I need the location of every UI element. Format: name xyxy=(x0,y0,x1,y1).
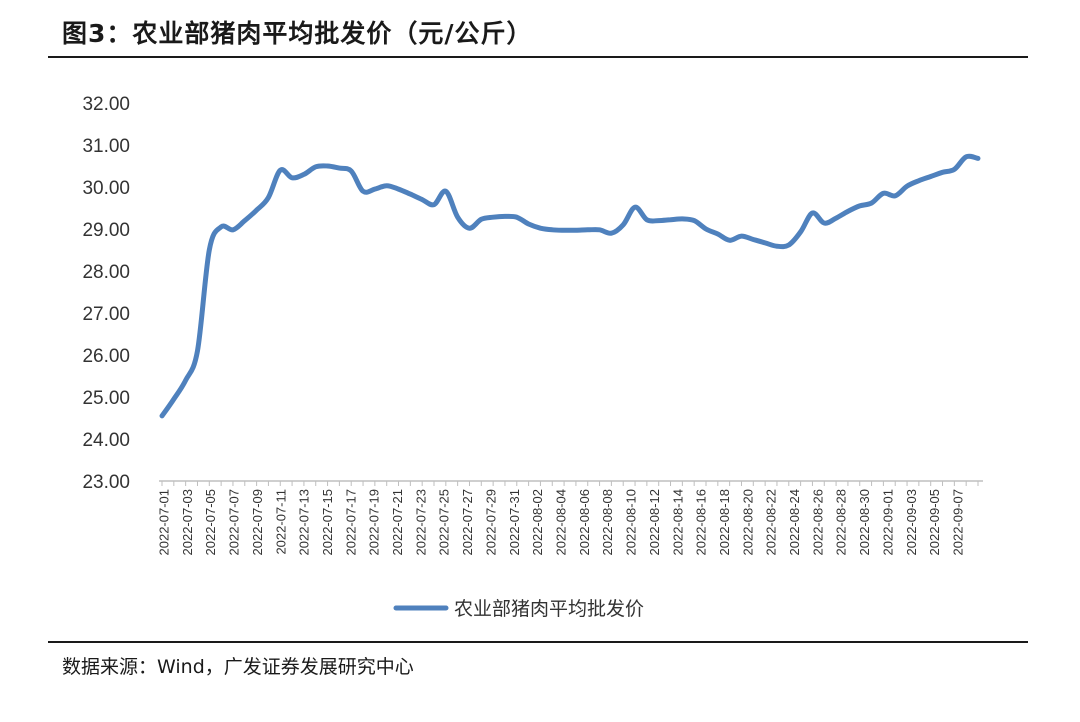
x-tick-label: 2022-08-28 xyxy=(834,489,849,556)
x-tick-label: 2022-07-09 xyxy=(250,489,265,556)
x-axis: 2022-07-01 2022-07-03 2022-07-05 2022-07-07… xyxy=(157,480,983,556)
x-tick-label: 2022-07-01 xyxy=(157,489,172,556)
source-note: 数据来源：Wind，广发证券发展研究中心 xyxy=(62,656,414,678)
y-axis: 23.00 24.00 25.00 26.00 27.00 28.00 29.00 30.00… xyxy=(82,94,130,493)
y-tick-label: 24.00 xyxy=(82,430,130,451)
x-tick-label: 2022-08-06 xyxy=(577,489,592,556)
figure-title: 图3：农业部猪肉平均批发价（元/公斤） xyxy=(62,19,533,48)
x-tick-label: 2022-07-05 xyxy=(203,489,218,556)
y-tick-label: 26.00 xyxy=(82,346,130,367)
x-tick-label: 2022-08-26 xyxy=(810,489,825,556)
x-tick-label: 2022-07-03 xyxy=(180,489,195,556)
legend-label: 农业部猪肉平均批发价 xyxy=(454,598,644,620)
x-tick-label: 2022-07-07 xyxy=(227,489,242,556)
y-tick-label: 29.00 xyxy=(82,220,130,241)
x-tick-label: 2022-08-04 xyxy=(554,489,569,556)
x-tick-label: 2022-08-12 xyxy=(647,489,662,556)
x-tick-label: 2022-07-31 xyxy=(507,489,522,556)
x-tick-label: 2022-08-22 xyxy=(764,489,779,556)
x-tick-label: 2022-08-18 xyxy=(717,489,732,556)
y-tick-label: 31.00 xyxy=(82,136,130,157)
x-tick-label: 2022-07-13 xyxy=(297,489,312,556)
x-tick-label: 2022-07-15 xyxy=(320,489,335,556)
top-rule xyxy=(48,56,1028,58)
x-tick-label: 2022-08-14 xyxy=(670,489,685,556)
bottom-rule xyxy=(48,641,1028,643)
x-tick-label: 2022-07-21 xyxy=(390,489,405,556)
x-tick-label: 2022-08-10 xyxy=(624,489,639,556)
x-tick-label: 2022-07-25 xyxy=(437,489,452,556)
y-tick-label: 30.00 xyxy=(82,178,130,199)
x-tick-label: 2022-09-01 xyxy=(880,489,895,556)
x-tick-label: 2022-08-20 xyxy=(740,489,755,556)
y-tick-label: 27.00 xyxy=(82,304,130,325)
x-tick-label: 2022-08-08 xyxy=(600,489,615,556)
x-tick-label: 2022-09-07 xyxy=(951,489,966,556)
y-tick-label: 25.00 xyxy=(82,388,130,409)
x-tick-label: 2022-09-03 xyxy=(904,489,919,556)
y-tick-label: 28.00 xyxy=(82,262,130,283)
series-line xyxy=(159,153,981,419)
series-layer xyxy=(159,153,981,419)
x-tick-label: 2022-07-29 xyxy=(483,489,498,556)
x-tick-label: 2022-08-16 xyxy=(694,489,709,556)
x-tick-label: 2022-07-27 xyxy=(460,489,475,556)
legend: 农业部猪肉平均批发价 xyxy=(393,598,644,620)
y-tick-label: 23.00 xyxy=(82,472,130,493)
x-tick-label: 2022-07-11 xyxy=(273,489,288,555)
x-tick-label: 2022-09-05 xyxy=(927,489,942,556)
x-tick-label: 2022-07-17 xyxy=(343,489,358,556)
line-chart: 23.00 24.00 25.00 26.00 27.00 28.00 29.00 30.00… xyxy=(82,94,983,620)
x-tick-label: 2022-07-23 xyxy=(413,489,428,556)
x-tick-label: 2022-07-19 xyxy=(367,489,382,556)
x-tick-label: 2022-08-30 xyxy=(857,489,872,556)
y-tick-label: 32.00 xyxy=(82,94,130,115)
x-tick-label: 2022-08-02 xyxy=(530,489,545,556)
x-tick-label: 2022-08-24 xyxy=(787,489,802,556)
